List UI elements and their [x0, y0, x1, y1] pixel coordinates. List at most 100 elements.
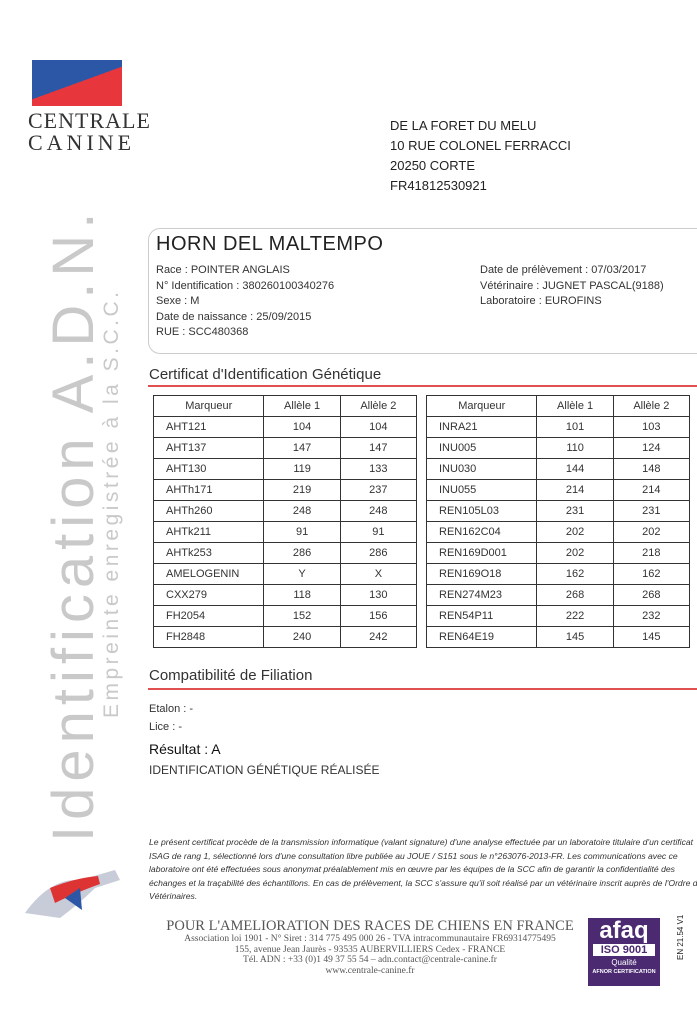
column-header: Allèle 2: [612, 395, 691, 417]
allele-cell: 202: [612, 521, 691, 543]
column-header: Allèle 2: [339, 395, 418, 417]
markers-table-left: Marqueur Allèle 1 Allèle 2 AHT121 104 104 AHT1…: [152, 395, 418, 648]
sex: Sexe : M: [156, 295, 200, 307]
allele-cell: 232: [612, 605, 691, 627]
table-row: REN162C04 202 202: [425, 521, 691, 543]
lice: Lice : -: [149, 721, 183, 733]
allele-cell: 214: [612, 479, 691, 501]
table-row: FH2054 152 156: [152, 605, 418, 627]
allele-cell: 152: [263, 605, 341, 627]
allele-cell: 145: [612, 626, 691, 648]
disclaimer: Le présent certificat procède de la tran…: [149, 837, 697, 901]
allele-cell: 144: [536, 458, 614, 480]
table-header: Marqueur Allèle 1 Allèle 2: [152, 395, 418, 417]
document-code: EN 21.54 V1: [676, 914, 685, 960]
owner-address: DE LA FORET DU MELU 10 RUE COLONEL FERRA…: [390, 116, 571, 196]
birth-date: Date de naissance : 25/09/2015: [156, 310, 312, 323]
marker-cell: REN105L03: [425, 500, 538, 522]
dog-emblem-icon: [25, 870, 120, 918]
table-row: REN274M23 268 268: [425, 584, 691, 606]
allele-cell: X: [339, 563, 418, 585]
divider: [148, 688, 697, 690]
table-row: REN64E19 145 145: [425, 626, 691, 648]
allele-cell: 133: [339, 458, 418, 480]
table-row: CXX279 118 130: [152, 584, 418, 606]
veterinarian: Vétérinaire : JUGNET PASCAL(9188): [480, 279, 664, 292]
footer-address: Association loi 1901 - N° Siret : 314 77…: [160, 934, 580, 976]
afaq-iso: ISO 9001: [593, 944, 655, 956]
marker-cell: REN64E19: [425, 626, 538, 648]
allele-cell: 148: [612, 458, 691, 480]
certificate-heading: Certificat d'Identification Génétique: [149, 366, 382, 383]
dog-info-box: [148, 228, 697, 354]
allele-cell: 101: [536, 416, 614, 438]
afaq-cert: AFNOR CERTIFICATION: [592, 969, 656, 975]
allele-cell: 91: [339, 521, 418, 543]
table-row: AHT137 147 147: [152, 437, 418, 459]
footer-line: Association loi 1901 - N° Siret : 314 77…: [184, 934, 556, 944]
filiation-heading: Compatibilité de Filiation: [149, 667, 313, 684]
allele-cell: 231: [612, 500, 691, 522]
allele-cell: 145: [536, 626, 614, 648]
address-line: DE LA FORET DU MELU: [390, 118, 537, 133]
marker-cell: AHT137: [152, 437, 265, 459]
laboratory: Laboratoire : EUROFINS: [480, 295, 602, 307]
rue: RUE : SCC480368: [156, 326, 249, 338]
allele-cell: 218: [612, 542, 691, 564]
table-row: REN54P11 222 232: [425, 605, 691, 627]
table-row: AHT130 119 133: [152, 458, 418, 480]
table-row: AMELOGENIN Y X: [152, 563, 418, 585]
allele-cell: 147: [263, 437, 341, 459]
marker-cell: FH2848: [152, 626, 265, 648]
table-row: INU005 110 124: [425, 437, 691, 459]
marker-cell: INU005: [425, 437, 538, 459]
column-header: Marqueur: [152, 395, 265, 417]
table-header: Marqueur Allèle 1 Allèle 2: [425, 395, 691, 417]
afaq-brand: afaq: [599, 917, 649, 944]
column-header: Allèle 1: [263, 395, 341, 417]
allele-cell: 242: [339, 626, 418, 648]
allele-cell: 268: [612, 584, 691, 606]
side-subtitle: Empreinte enregistrée à la S.C.C.: [100, 288, 123, 718]
marker-cell: AHTh171: [152, 479, 265, 501]
marker-cell: REN274M23: [425, 584, 538, 606]
allele-cell: 248: [263, 500, 341, 522]
marker-cell: REN54P11: [425, 605, 538, 627]
centrale-canine-logo: [32, 60, 122, 106]
footer-line: 155, avenue Jean Jaurès - 93535 AUBERVIL…: [234, 944, 506, 955]
allele-cell: 286: [339, 542, 418, 564]
allele-cell: 231: [536, 500, 614, 522]
dog-details-right: Date de prélèvement : 07/03/2017 Vétérin…: [480, 263, 664, 310]
divider: [148, 385, 697, 387]
allele-cell: 214: [536, 479, 614, 501]
marker-cell: INRA21: [425, 416, 538, 438]
allele-cell: 91: [263, 521, 341, 543]
table-row: INU030 144 148: [425, 458, 691, 480]
allele-cell: 104: [263, 416, 341, 438]
brand-line2: CANINE: [28, 130, 136, 155]
dog-name: HORN DEL MALTEMPO: [156, 233, 384, 255]
allele-cell: 124: [612, 437, 691, 459]
marker-cell: REN162C04: [425, 521, 538, 543]
allele-cell: 156: [339, 605, 418, 627]
address-line: FR41812530921: [390, 178, 487, 193]
footer-link[interactable]: www.centrale-canine.fr: [325, 965, 415, 976]
table-row: AHTh171 219 237: [152, 479, 418, 501]
afaq-iso-logo: afaq ISO 9001 Qualité AFNOR CERTIFICATIO…: [588, 918, 660, 986]
marker-cell: AHT121: [152, 416, 265, 438]
table-row: REN169D001 202 218: [425, 542, 691, 564]
table-row: INRA21 101 103: [425, 416, 691, 438]
allele-cell: 219: [263, 479, 341, 501]
address-line: 10 RUE COLONEL FERRACCI: [390, 138, 571, 153]
etalon: Etalon : -: [149, 703, 194, 715]
marker-cell: INU030: [425, 458, 538, 480]
allele-cell: 286: [263, 542, 341, 564]
footer-title: POUR L'AMELIORATION DES RACES DE CHIENS …: [166, 918, 574, 934]
marker-cell: AMELOGENIN: [152, 563, 265, 585]
table-row: AHT121 104 104: [152, 416, 418, 438]
address-line: 20250 CORTE: [390, 158, 476, 173]
table-row: REN169O18 162 162: [425, 563, 691, 585]
table-row: AHTh260 248 248: [152, 500, 418, 522]
allele-cell: Y: [263, 563, 341, 585]
brand-line1: CENTRALE: [28, 108, 151, 133]
